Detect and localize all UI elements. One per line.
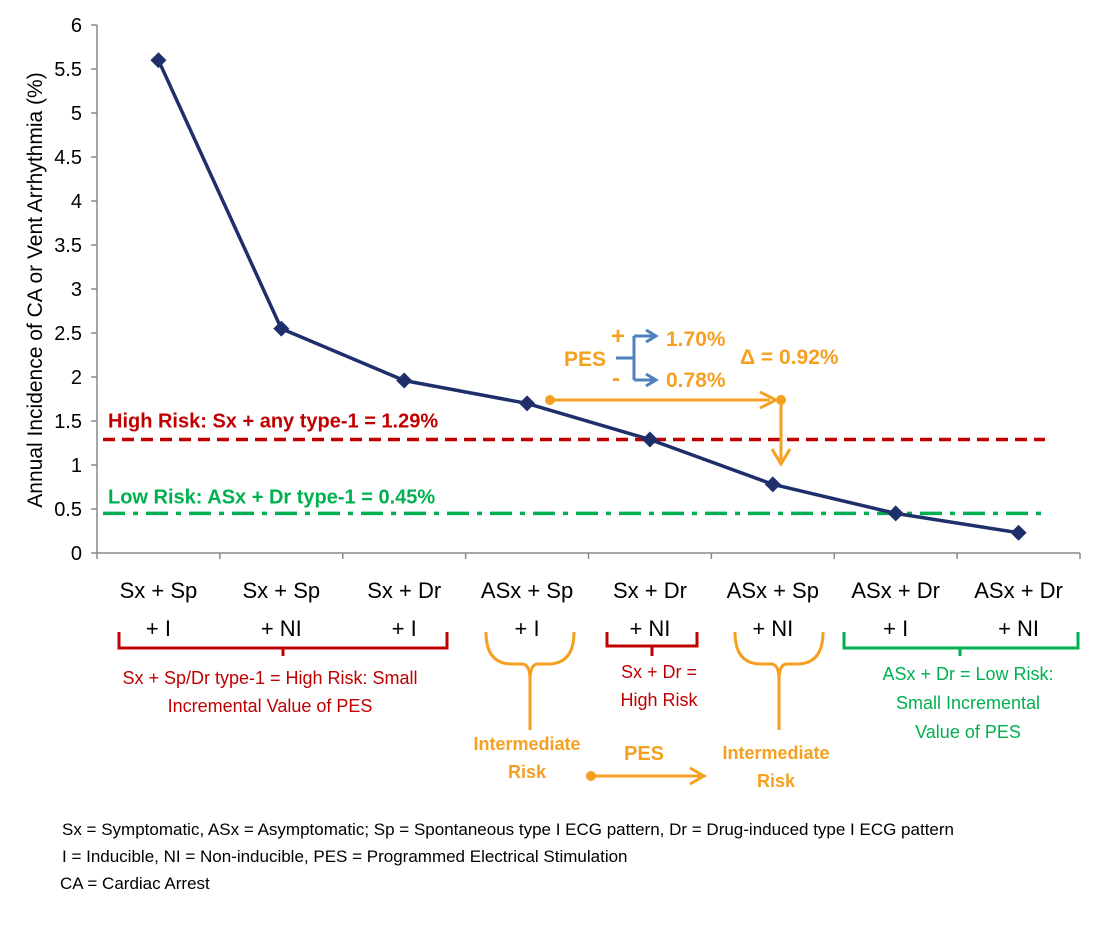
x-tick-label: ASx + Sp [727,578,819,603]
group-label-line: Sx + Sp/Dr type-1 = High Risk: Small [122,668,417,688]
y-tick-label: 0.5 [54,499,82,521]
y-tick-label: 1.5 [54,411,82,433]
y-tick-label: 0 [71,543,82,565]
y-tick-label: 1 [71,455,82,477]
y-tick-label: 5.5 [54,59,82,81]
data-point-marker [764,476,781,493]
bracket-intermediate-right [733,631,825,730]
pes-minus-value: 0.78% [666,369,726,392]
x-tick-label: + I [392,616,417,641]
x-tick-label: + NI [998,616,1039,641]
bracket-intermediate-left [484,631,576,730]
y-tick-label: 5 [71,103,82,125]
data-point-marker [150,52,167,69]
data-point-marker [396,372,413,389]
data-point-marker [1010,524,1027,541]
group-label-line: Risk [757,771,796,791]
x-tick-label: + NI [752,616,793,641]
pes-down-arrow-icon [770,448,792,467]
y-tick-label: 2 [71,367,82,389]
reference-line-label: Low Risk: ASx + Dr type-1 = 0.45% [108,486,435,508]
footnote-1: Sx = Symptomatic, ASx = Asymptomatic; Sp… [62,820,954,839]
group-label-line: Value of PES [915,722,1021,742]
x-tick-label: Sx + Dr [367,578,441,603]
series-line [156,59,1019,535]
bracket-high-risk-mid [605,632,699,656]
pes-delta: Δ = 0.92% [740,346,839,369]
pes-annotation: PES + - 1.70% 0.78% Δ = 0.92% [545,323,839,467]
pes-bracket [616,334,654,382]
y-axis-label: Annual Incidence of CA or Vent Arrhythmi… [24,72,47,507]
data-point-marker [273,320,290,337]
x-tick-label: ASx + Dr [851,578,940,603]
group-label-line: Intermediate [473,734,580,754]
pes-minus-sign: - [612,365,620,392]
x-tick-label: + NI [261,616,302,641]
x-categories: Sx + Sp + I Sx + Sp + NI Sx + Dr + I ASx + Sp +… [96,553,1081,641]
x-tick-label: + I [146,616,171,641]
group-brackets [117,631,1080,730]
x-tick-label: Sx + Dr [613,578,687,603]
bottom-pes-arrow-head-icon [689,766,708,786]
x-tick-label: Sx + Sp [120,578,198,603]
bottom-pes-arrow: PES [586,743,708,786]
data-series [150,52,1027,541]
bottom-pes-label: PES [624,743,664,765]
group-label-line: Incremental Value of PES [168,696,373,716]
x-tick-label: + I [883,616,908,641]
group-label-line: High Risk [620,690,698,710]
y-tick-label: 3 [71,279,82,301]
group-label-line: Small Incremental [896,693,1040,713]
group-labels: Sx + Sp/Dr type-1 = High Risk: Small Incr… [122,662,1053,791]
group-label-line: Risk [508,762,547,782]
x-tick-label: ASx + Dr [974,578,1063,603]
pes-plus-sign: + [611,323,625,350]
x-tick-label: Sx + Sp [242,578,320,603]
group-label-line: Sx + Dr = [621,662,697,682]
bracket-low-risk [842,632,1080,656]
minus-arrow-icon [645,372,659,388]
y-ticks: 0 0.5 1 1.5 2 2.5 3 3.5 4 4.5 5 5.5 6 [54,15,97,565]
y-tick-label: 4 [71,191,82,213]
footnote-3: CA = Cardiac Arrest [60,874,210,893]
bracket-high-risk-left [117,632,449,656]
pes-plus-value: 1.70% [666,328,726,351]
x-tick-label: + I [515,616,540,641]
group-label-line: Intermediate [722,743,829,763]
pes-label: PES [564,348,606,371]
plus-arrow-icon [645,328,659,344]
data-point-marker [641,431,658,448]
y-tick-label: 4.5 [54,147,82,169]
data-point-marker [887,505,904,522]
reference-line-label: High Risk: Sx + any type-1 = 1.29% [108,410,438,432]
x-tick-label: + NI [629,616,670,641]
x-tick-label: ASx + Sp [481,578,573,603]
y-tick-label: 6 [71,15,82,37]
group-label-line: ASx + Dr = Low Risk: [882,664,1053,684]
y-tick-label: 3.5 [54,235,82,257]
data-point-marker [519,395,536,412]
footnote-2: I = Inducible, NI = Non-inducible, PES =… [62,847,628,866]
reference-lines: High Risk: Sx + any type-1 = 1.29% Low Ri… [103,410,1045,516]
chart: Annual Incidence of CA or Vent Arrhythmi… [24,15,1081,791]
y-tick-label: 2.5 [54,323,82,345]
